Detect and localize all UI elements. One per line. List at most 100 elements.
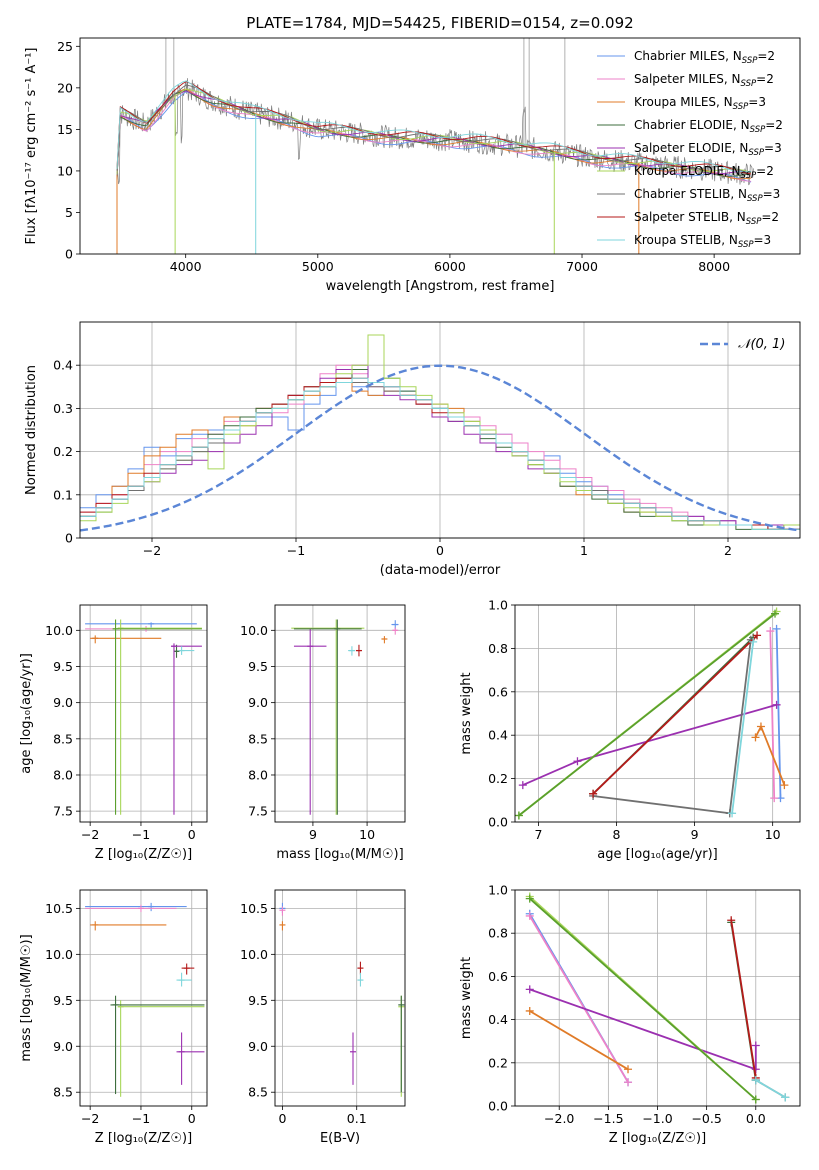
errorbar-point [117, 619, 202, 815]
x-tick-label: 8000 [698, 259, 730, 274]
weight-line [769, 630, 776, 799]
errorbar-point [90, 921, 167, 931]
weight-marker [624, 1065, 633, 1074]
y-axis-label: mass weight [459, 672, 474, 754]
axes-frame [79, 37, 801, 255]
y-tick-label: 9.5 [53, 993, 73, 1008]
legend-entry-label: Kroupa MILES, NSSP=3 [634, 95, 766, 112]
x-tick-label: −2 [81, 1111, 99, 1126]
axes-age_vs_Z: −2 −1 0 7.5 8.0 8.5 9.0 9.5 10.0 Z [log₁₀(Z/Z☉)] a… [19, 604, 208, 862]
legend-entry-label: Salpeter ELODIE, NSSP=3 [634, 141, 782, 158]
residual-legend: 𝒩(0, 1) [700, 337, 785, 352]
weight-marker [525, 911, 534, 920]
errorbar-point [112, 619, 202, 815]
x-tick-label: 4000 [170, 259, 202, 274]
model-line [116, 88, 752, 180]
axes-frame [514, 889, 801, 1107]
plot-area [116, 38, 754, 254]
axes-frame [79, 889, 208, 1107]
axes-residuals: −2 −1 0 1 2 0 0.1 0.2 0.3 0.4 (data-model)/error No… [24, 321, 801, 578]
weight-marker [749, 637, 758, 646]
axes-age_vs_mass: 9 10 7.5 8.0 8.5 9.0 9.5 10.0 mass [log₁₀(M/M☉)] [240, 604, 406, 862]
errorbar-point [178, 646, 195, 655]
x-tick-label: 6000 [434, 259, 466, 274]
y-tick-label: 9.5 [248, 659, 268, 674]
y-tick-label: 7.5 [248, 804, 268, 819]
y-tick-label: 0.2 [488, 1055, 508, 1070]
weight-marker [756, 722, 765, 731]
weight-line [528, 915, 629, 1083]
weight-marker [751, 1095, 760, 1104]
model-line [116, 81, 752, 175]
errorbar-point [110, 995, 205, 1095]
x-tick-label: 0.0 [746, 1111, 766, 1126]
y-tick-label: 15 [57, 122, 73, 137]
y-tick-label: 0 [65, 247, 73, 262]
y-tick-label: 8.0 [53, 767, 73, 782]
weight-line [529, 988, 757, 1071]
y-tick-label: 8.0 [248, 767, 268, 782]
legend-entry-label: Kroupa ELODIE, NSSP=2 [634, 164, 774, 181]
x-axis-label: mass [log₁₀(M/M☉)] [276, 847, 403, 862]
plot-area [80, 334, 800, 532]
y-tick-label: 20 [57, 80, 73, 95]
y-tick-label: 0.2 [53, 444, 73, 459]
y-tick-label: 10.0 [240, 947, 268, 962]
y-tick-label: 0.4 [53, 358, 73, 373]
errorbar-point [279, 921, 286, 931]
y-tick-label: 25 [57, 39, 73, 54]
weight-marker [518, 781, 527, 790]
weight-marker [771, 609, 780, 618]
errorbar-point [357, 972, 364, 987]
legend-entry-label: Chabrier MILES, NSSP=2 [634, 49, 775, 66]
weight-marker [515, 811, 523, 820]
x-tick-label: 10 [359, 827, 375, 842]
x-tick-label: 8 [613, 827, 621, 842]
model-line [116, 80, 752, 173]
figure-title: PLATE=1784, MJD=54425, FIBERID=0154, z=0… [246, 14, 633, 32]
errorbar-point [176, 1032, 205, 1085]
x-tick-label: 0 [188, 1111, 196, 1126]
y-tick-label: 10.0 [45, 947, 73, 962]
weight-marker [772, 700, 781, 709]
plot-area [85, 619, 202, 815]
errorbar-point [350, 1032, 356, 1085]
errorbar-point [85, 904, 177, 913]
y-tick-label: 10.5 [45, 901, 73, 916]
weight-line [730, 920, 757, 1079]
errorbar-point [392, 627, 399, 635]
y-tick-label: 10 [57, 163, 73, 178]
weight-marker [753, 631, 762, 640]
normal-reference-curve [80, 364, 800, 532]
weight-marker [751, 1076, 760, 1085]
errorbar-point [85, 902, 187, 912]
axes-frame [514, 604, 801, 823]
y-tick-label: 1.0 [488, 598, 508, 613]
x-tick-label: −2.0 [544, 1111, 574, 1126]
weight-line [529, 1010, 629, 1071]
weight-marker [766, 627, 775, 636]
errorbar-point [176, 972, 192, 987]
y-tick-label: 0.6 [488, 684, 508, 699]
plot-area [291, 619, 399, 815]
errorbar-point [357, 961, 364, 975]
axes-weight_vs_age: 7 8 9 10 0.0 0.2 0.4 0.6 0.8 1.0 age [log₁₀(age/yr… [459, 598, 801, 862]
x-tick-label: 0.1 [347, 1111, 367, 1126]
x-axis-label: (data-model)/error [380, 563, 501, 578]
y-tick-label: 8.5 [53, 1085, 73, 1100]
errorbar-point [398, 995, 405, 1093]
y-tick-label: 8.5 [53, 731, 73, 746]
y-axis-label: mass weight [459, 957, 474, 1039]
x-tick-label: −1 [287, 543, 305, 558]
y-tick-label: 9.0 [248, 1039, 268, 1054]
x-tick-label: 9 [691, 827, 699, 842]
x-tick-label: 10 [765, 827, 781, 842]
weight-line [518, 612, 776, 817]
x-tick-label: −0.5 [691, 1111, 721, 1126]
histogram-step [80, 377, 800, 530]
y-tick-label: 8.5 [248, 1085, 268, 1100]
y-tick-label: 9.0 [248, 695, 268, 710]
x-axis-label: wavelength [Angstrom, rest frame] [326, 279, 555, 294]
x-tick-label: 7000 [566, 259, 598, 274]
